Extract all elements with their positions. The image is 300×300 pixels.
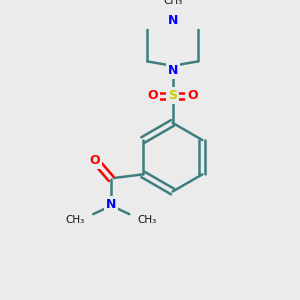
Text: O: O [147,89,158,102]
Text: CH₃: CH₃ [163,0,182,6]
Text: N: N [167,14,178,27]
Text: O: O [187,89,198,102]
Text: S: S [168,89,177,102]
Text: CH₃: CH₃ [66,214,85,225]
Text: O: O [90,154,100,167]
Text: N: N [106,198,116,211]
Text: CH₃: CH₃ [137,214,157,225]
Text: N: N [167,64,178,77]
